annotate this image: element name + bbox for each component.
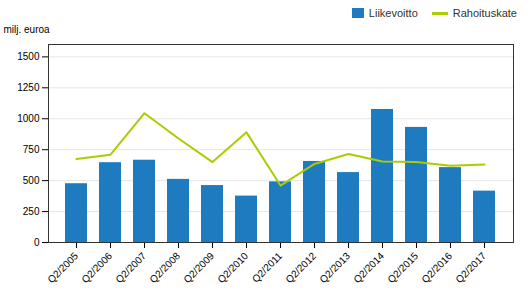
svg-text:Q2/2017: Q2/2017 [453,250,488,285]
html-text:Rahoituskate: Rahoituskate [452,7,517,19]
svg-text:Q2/2006: Q2/2006 [79,250,114,285]
svg-text:250: 250 [23,206,40,217]
svg-text:Q2/2009: Q2/2009 [181,250,216,285]
svg-text:1000: 1000 [17,113,40,124]
svg-text:Q2/2007: Q2/2007 [113,250,148,285]
svg-text:Q2/2012: Q2/2012 [283,250,318,285]
svg-text:Q2/2013: Q2/2013 [317,250,352,285]
svg-text:Q2/2015: Q2/2015 [385,250,420,285]
svg-text:Q2/2011: Q2/2011 [250,250,285,285]
svg-text:Q2/2010: Q2/2010 [215,250,250,285]
svg-text:0: 0 [34,237,40,248]
html-text:Liikevoitto: Liikevoitto [368,7,418,19]
svg-text:750: 750 [23,144,40,155]
svg-text:milj. euroa: milj. euroa [4,24,51,35]
svg-text:Q2/2016: Q2/2016 [419,250,454,285]
svg-text:Q2/2005: Q2/2005 [45,250,80,285]
svg-text:Q2/2008: Q2/2008 [147,250,182,285]
svg-text:1500: 1500 [17,51,40,62]
svg-text:500: 500 [23,175,40,186]
svg-text:1250: 1250 [17,82,40,93]
svg-text:Q2/2014: Q2/2014 [351,250,386,285]
